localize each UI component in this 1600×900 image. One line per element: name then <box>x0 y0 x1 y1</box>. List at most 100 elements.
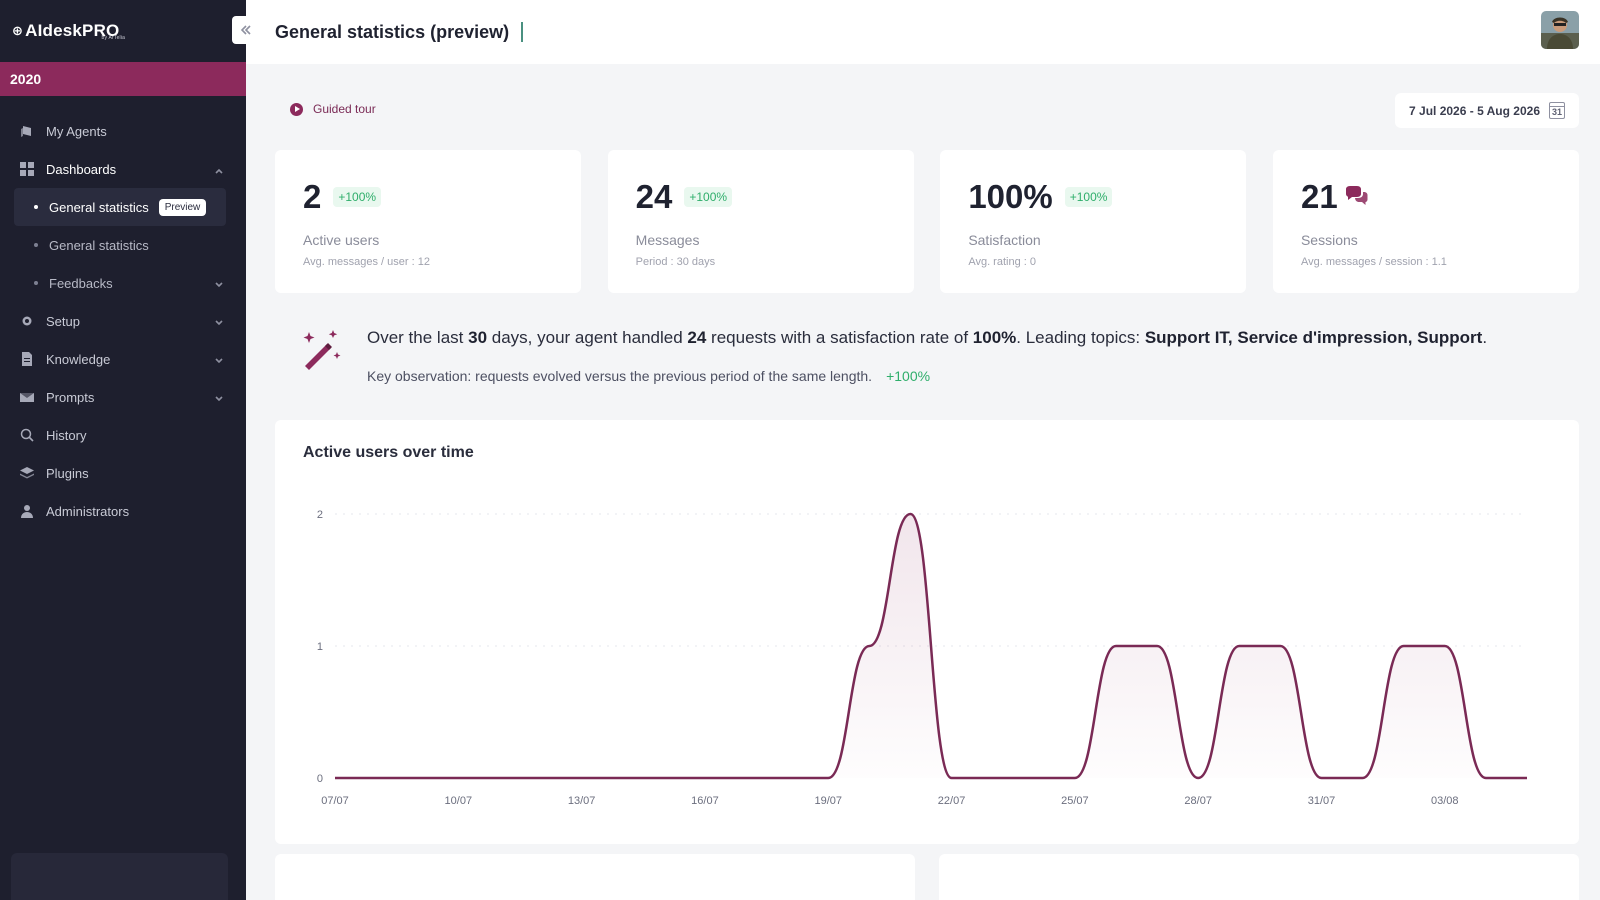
play-icon <box>290 102 303 116</box>
topbar: General statistics (preview) <box>246 0 1600 64</box>
sidebar-item-label: Prompts <box>46 389 95 405</box>
sidebar-subitem-general-statistics-preview[interactable]: General statistics Preview <box>14 188 226 226</box>
data-point[interactable] <box>334 777 336 779</box>
y-tick-label: 2 <box>317 509 323 521</box>
data-point[interactable] <box>827 777 829 779</box>
kpi-card-satisfaction: 100% +100% Satisfaction Avg. rating : 0 <box>940 150 1247 293</box>
data-point[interactable] <box>498 777 500 779</box>
chevron-down-icon <box>214 316 224 326</box>
sidebar-subitem-label: General statistics <box>49 199 149 215</box>
data-point[interactable] <box>951 777 953 779</box>
data-point[interactable] <box>457 777 459 779</box>
sidebar-footer <box>11 853 228 900</box>
bullet-icon <box>34 281 38 285</box>
bullet-icon <box>34 243 38 247</box>
chevron-down-icon <box>214 392 224 402</box>
insight-text: . Leading topics: <box>1016 328 1145 347</box>
y-tick-label: 1 <box>317 641 323 653</box>
kpi-value: 21 <box>1300 178 1338 215</box>
sidebar-item-plugins[interactable]: Plugins <box>0 454 246 492</box>
data-point[interactable] <box>1197 777 1199 779</box>
agents-icon <box>20 124 34 138</box>
data-point[interactable] <box>1115 645 1117 647</box>
sidebar-nav: My Agents Dashboards General statistics … <box>0 96 246 530</box>
data-point[interactable] <box>663 777 665 779</box>
text-cursor <box>521 22 524 42</box>
data-point[interactable] <box>540 777 542 779</box>
chevron-down-icon <box>214 278 224 288</box>
avatar[interactable] <box>1541 11 1579 49</box>
data-point[interactable] <box>1362 777 1364 779</box>
sidebar-subitem-general-statistics[interactable]: General statistics <box>0 226 246 264</box>
data-point[interactable] <box>1403 645 1405 647</box>
y-tick-label: 0 <box>317 773 323 785</box>
sidebar-item-prompts[interactable]: Prompts <box>0 378 246 416</box>
gear-icon <box>20 314 34 328</box>
kpi-delta-badge: +100% <box>684 187 733 207</box>
data-point[interactable] <box>1074 777 1076 779</box>
document-icon <box>20 352 34 366</box>
kpi-label: Active users <box>303 232 380 248</box>
data-point[interactable] <box>1444 645 1446 647</box>
observation-delta: +100% <box>886 368 931 384</box>
data-point[interactable] <box>1156 645 1158 647</box>
insight-topics: Support IT, Service d'impression, Suppor… <box>1144 328 1483 347</box>
sidebar-item-administrators[interactable]: Administrators <box>0 492 246 530</box>
kpi-delta-badge: +100% <box>1064 187 1113 207</box>
x-tick-label: 10/07 <box>445 795 473 807</box>
insight-text: days, your agent handled <box>487 328 688 347</box>
data-point[interactable] <box>1320 777 1322 779</box>
guided-tour-label: Guided tour <box>313 102 376 116</box>
insight-text: . <box>1482 328 1488 347</box>
organization-label[interactable]: 2020 <box>0 62 246 96</box>
brand-tagline: by ArTelia <box>101 35 126 41</box>
data-point[interactable] <box>909 513 911 515</box>
data-point[interactable] <box>745 777 747 779</box>
x-tick-label: 03/08 <box>1431 795 1459 807</box>
insight-panel: Over the last 30 days, your agent handle… <box>275 308 1579 412</box>
data-point[interactable] <box>416 777 418 779</box>
collapse-sidebar-button[interactable] <box>232 16 260 44</box>
x-tick-label: 07/07 <box>321 795 349 807</box>
kpi-value: 100% <box>968 178 1053 215</box>
sidebar-item-history[interactable]: History <box>0 416 246 454</box>
sidebar-item-setup[interactable]: Setup <box>0 302 246 340</box>
data-point[interactable] <box>1033 777 1035 779</box>
sidebar-item-dashboards[interactable]: Dashboards <box>0 150 246 188</box>
page-title: General statistics (preview) <box>275 21 510 42</box>
sidebar-item-label: Knowledge <box>46 351 111 367</box>
brand-name: AIdeskPRO <box>25 21 120 40</box>
guided-tour-link[interactable]: Guided tour <box>290 102 376 116</box>
double-chevron-left-icon <box>240 25 251 35</box>
data-point[interactable] <box>622 777 624 779</box>
data-point[interactable] <box>581 777 583 779</box>
data-point[interactable] <box>375 777 377 779</box>
data-point[interactable] <box>1279 645 1281 647</box>
chart-card-active-users: Active users over time 0 1 2 07/07 10/07 13/0… <box>275 420 1579 844</box>
data-point[interactable] <box>1526 777 1528 779</box>
observation-text: Key observation: requests evolved versus… <box>367 368 873 384</box>
kpi-subtext: Period : 30 days <box>635 256 716 268</box>
sidebar-subitem-label: General statistics <box>49 237 149 253</box>
sidebar-item-knowledge[interactable]: Knowledge <box>0 340 246 378</box>
data-point[interactable] <box>786 777 788 779</box>
x-tick-label: 25/07 <box>1061 795 1089 807</box>
insight-observation: Key observation: requests evolved versus… <box>367 368 930 384</box>
x-tick-label: 22/07 <box>938 795 966 807</box>
data-point[interactable] <box>992 777 994 779</box>
sidebar-subitem-feedbacks[interactable]: Feedbacks <box>0 264 246 302</box>
x-tick-label: 31/07 <box>1308 795 1336 807</box>
date-range-picker[interactable]: 7 Jul 2026 - 5 Aug 2026 31 <box>1395 93 1579 128</box>
bottom-card-left <box>275 854 915 900</box>
calendar-icon: 31 <box>1549 102 1565 119</box>
data-point[interactable] <box>868 645 870 647</box>
data-point[interactable] <box>1485 777 1487 779</box>
layers-icon <box>20 466 34 480</box>
data-point[interactable] <box>704 777 706 779</box>
data-point[interactable] <box>1238 645 1240 647</box>
brand-logo[interactable]: ⊕ AIdeskPRO by ArTelia <box>0 0 246 62</box>
insight-days: 30 <box>468 328 488 347</box>
chat-bubbles-icon <box>1345 186 1368 205</box>
kpi-label: Satisfaction <box>968 232 1041 248</box>
sidebar-item-my-agents[interactable]: My Agents <box>0 112 246 150</box>
